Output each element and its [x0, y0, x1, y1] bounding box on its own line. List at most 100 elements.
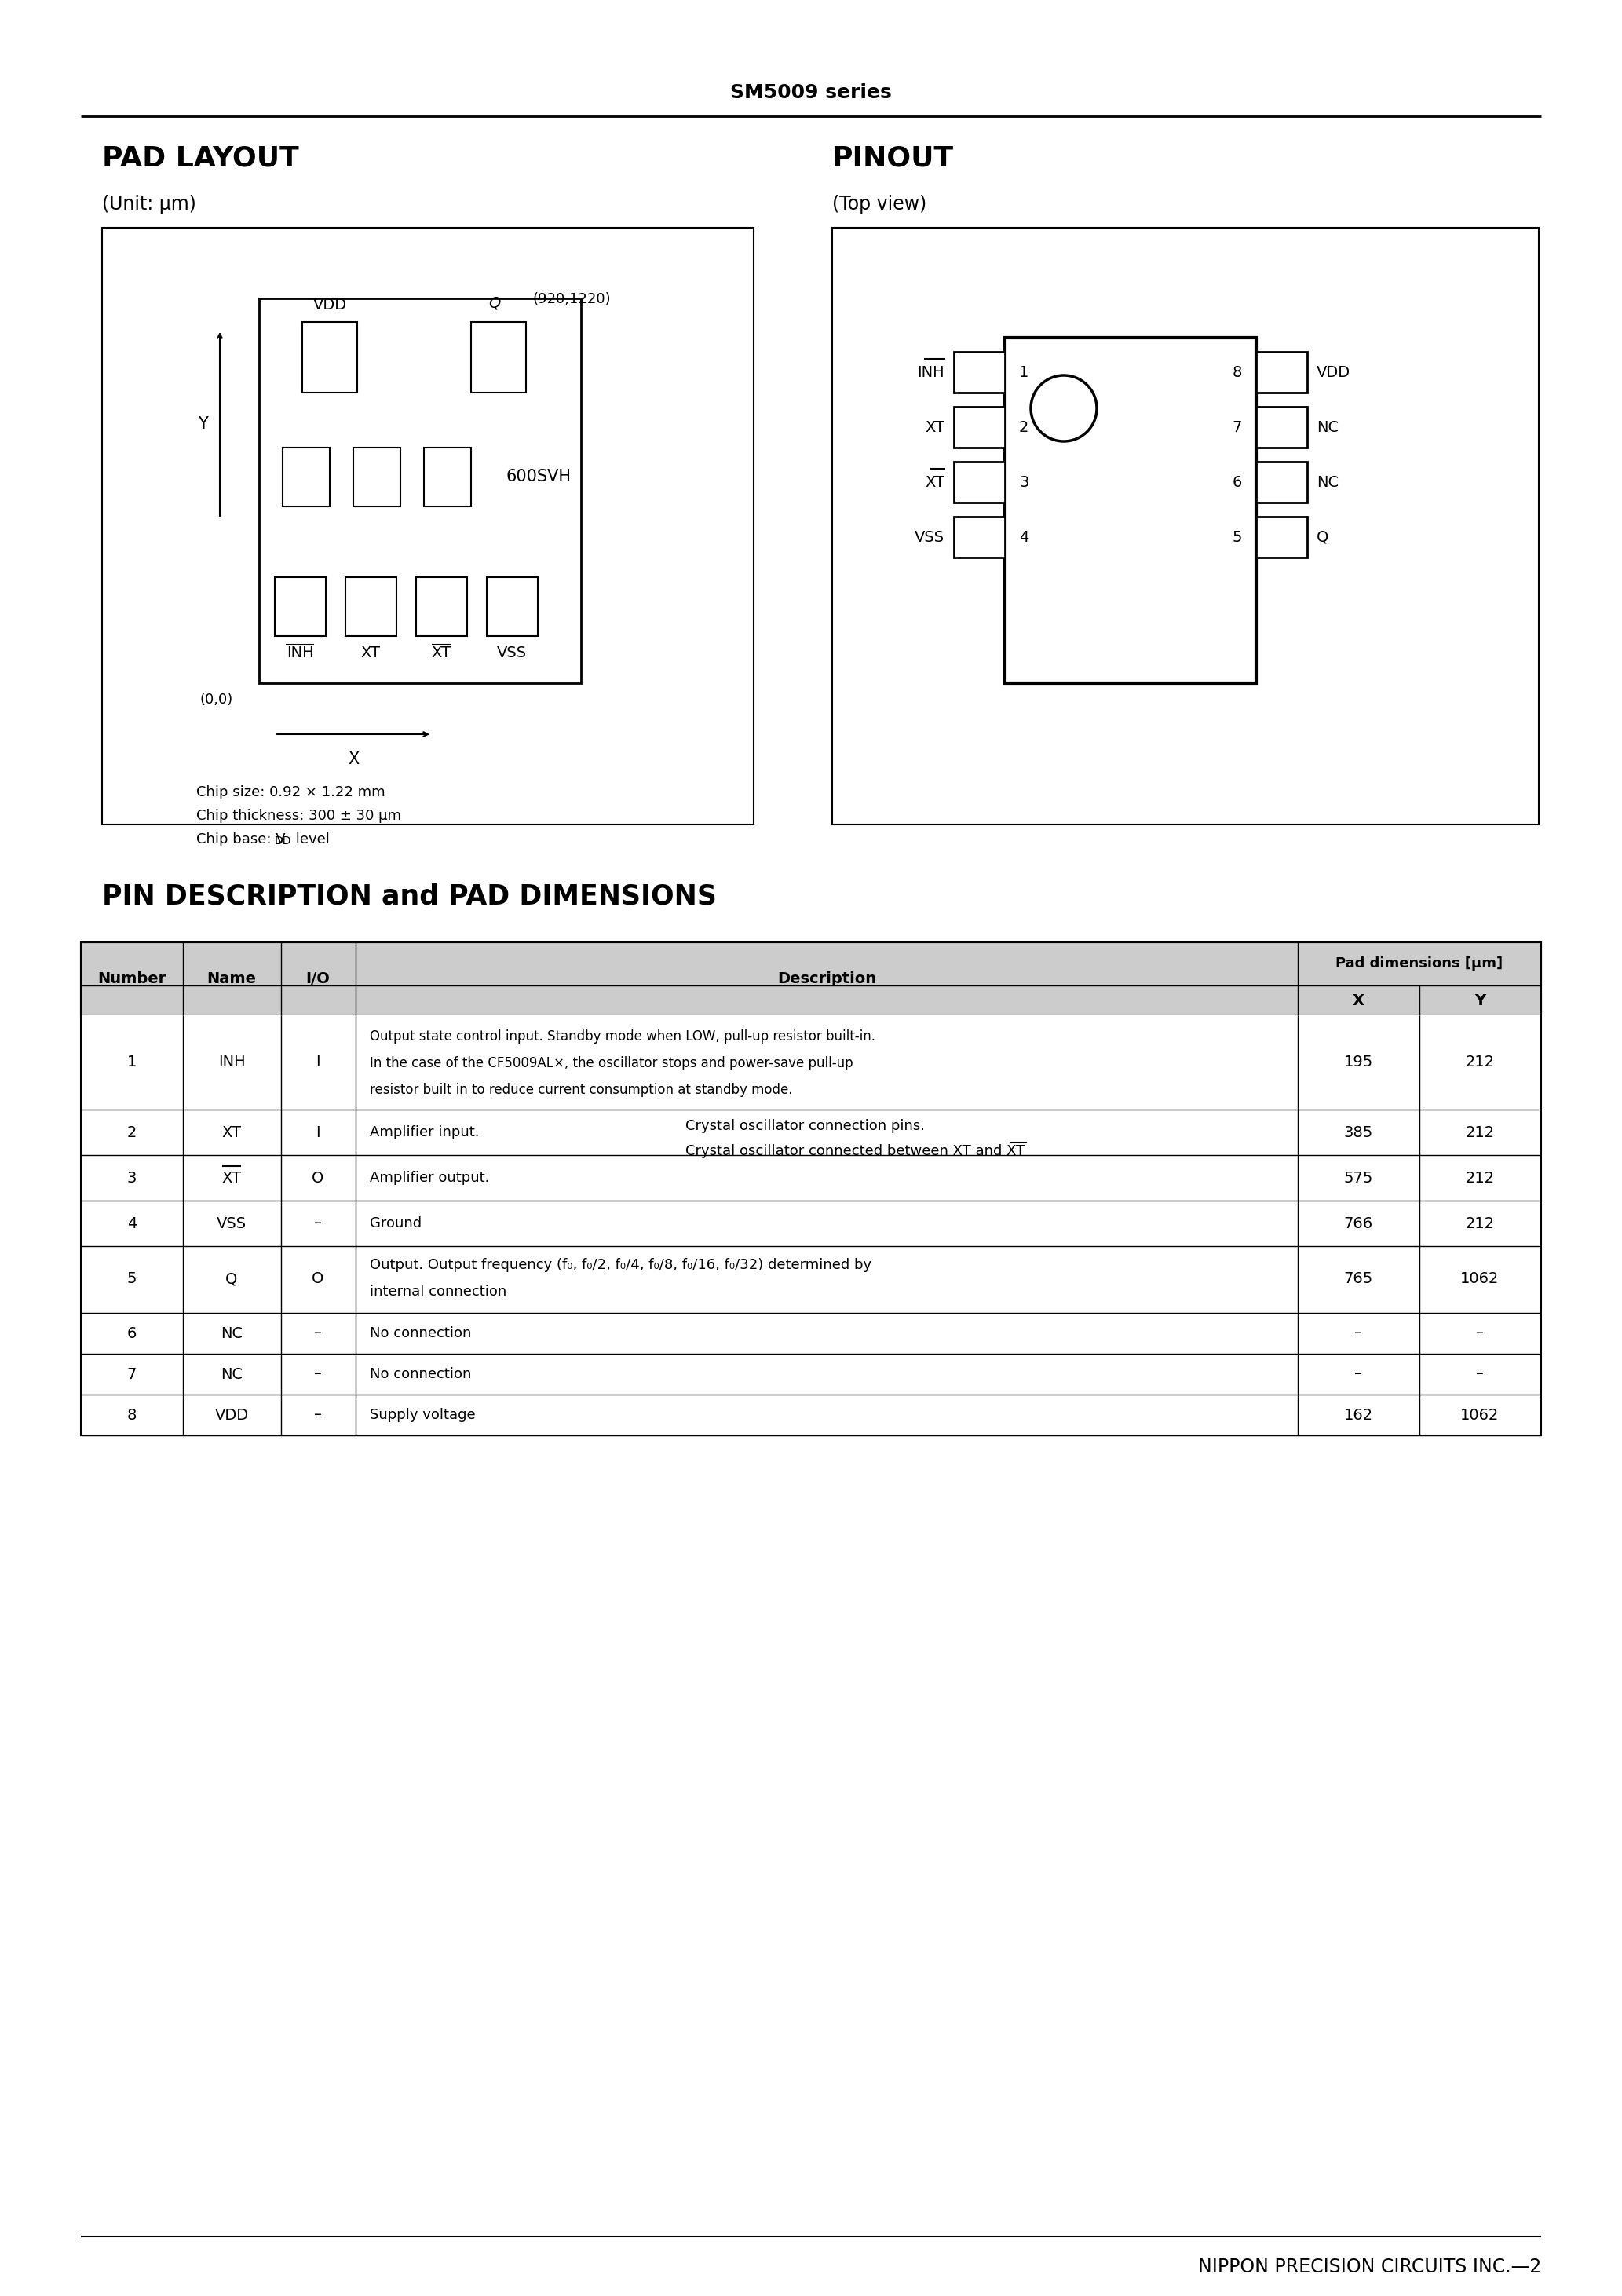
Text: XT: XT: [431, 645, 451, 661]
Text: (Unit: μm): (Unit: μm): [102, 195, 196, 214]
Bar: [102, 227, 754, 824]
Text: PIN DESCRIPTION and PAD DIMENSIONS: PIN DESCRIPTION and PAD DIMENSIONS: [102, 884, 717, 909]
Text: Pad dimensions [μm]: Pad dimensions [μm]: [1337, 957, 1504, 971]
Text: XT: XT: [360, 645, 381, 661]
Text: INH: INH: [287, 645, 313, 661]
Text: Chip size: 0.92 × 1.22 mm: Chip size: 0.92 × 1.22 mm: [196, 785, 384, 799]
Bar: [832, 227, 1539, 824]
Bar: [954, 351, 1006, 393]
Bar: [423, 448, 470, 507]
Bar: [302, 321, 357, 393]
Text: X: X: [347, 751, 358, 767]
Bar: [470, 321, 526, 393]
Text: NC: NC: [221, 1366, 243, 1382]
Text: 8: 8: [1233, 365, 1242, 379]
Text: VSS: VSS: [496, 645, 527, 661]
Text: 1: 1: [127, 1054, 136, 1070]
Text: Description: Description: [777, 971, 876, 985]
Bar: [81, 1109, 1541, 1155]
Text: 3: 3: [1019, 475, 1028, 489]
Text: level: level: [292, 833, 329, 847]
Text: Output. Output frequency (f₀, f₀/2, f₀/4, f₀/8, f₀/16, f₀/32) determined by: Output. Output frequency (f₀, f₀/2, f₀/4…: [370, 1258, 871, 1272]
Text: 6: 6: [1233, 475, 1242, 489]
Text: 7: 7: [127, 1366, 136, 1382]
Text: 1: 1: [1019, 365, 1028, 379]
Text: 195: 195: [1343, 1054, 1372, 1070]
Bar: [1255, 461, 1307, 503]
Circle shape: [1032, 374, 1096, 441]
Text: Y: Y: [1474, 992, 1486, 1008]
Text: NC: NC: [1317, 420, 1338, 434]
Text: Amplifier input.: Amplifier input.: [370, 1125, 478, 1139]
Text: –: –: [315, 1407, 321, 1424]
Text: 2: 2: [1019, 420, 1028, 434]
Bar: [417, 576, 467, 636]
Text: 6: 6: [127, 1325, 136, 1341]
Text: VDD: VDD: [1317, 365, 1351, 379]
Bar: [954, 517, 1006, 558]
Bar: [487, 576, 539, 636]
Bar: [1006, 338, 1255, 684]
Text: resistor built in to reduce current consumption at standby mode.: resistor built in to reduce current cons…: [370, 1084, 793, 1097]
Text: –: –: [1354, 1325, 1362, 1341]
Text: O: O: [311, 1171, 324, 1185]
Text: PAD LAYOUT: PAD LAYOUT: [102, 145, 298, 172]
Bar: [81, 1355, 1541, 1394]
Text: I/O: I/O: [307, 971, 331, 985]
Bar: [954, 461, 1006, 503]
Text: No connection: No connection: [370, 1366, 472, 1382]
Text: 8: 8: [127, 1407, 136, 1424]
Bar: [81, 941, 1541, 1435]
Bar: [81, 941, 1541, 1015]
Text: Chip base: V: Chip base: V: [196, 833, 285, 847]
Text: (0,0): (0,0): [200, 693, 234, 707]
Bar: [81, 1155, 1541, 1201]
Text: –: –: [315, 1325, 321, 1341]
Text: 3: 3: [127, 1171, 136, 1185]
Text: NC: NC: [1317, 475, 1338, 489]
Text: XT: XT: [222, 1171, 242, 1185]
Text: Crystal oscillator connected between XT and XT: Crystal oscillator connected between XT …: [686, 1143, 1025, 1157]
Text: –: –: [315, 1366, 321, 1382]
Text: –: –: [1354, 1366, 1362, 1382]
Text: internal connection: internal connection: [370, 1286, 506, 1300]
Text: VSS: VSS: [915, 530, 944, 544]
Text: 212: 212: [1465, 1054, 1494, 1070]
Text: 4: 4: [1019, 530, 1028, 544]
Bar: [282, 448, 329, 507]
Text: Y: Y: [198, 416, 208, 432]
Bar: [345, 576, 396, 636]
Text: I: I: [316, 1054, 320, 1070]
Text: 4: 4: [127, 1217, 136, 1231]
Text: Output state control input. Standby mode when LOW, pull-up resistor built-in.: Output state control input. Standby mode…: [370, 1029, 876, 1045]
Text: 385: 385: [1343, 1125, 1372, 1139]
Text: 5: 5: [127, 1272, 136, 1286]
Text: 212: 212: [1465, 1171, 1494, 1185]
Text: PINOUT: PINOUT: [832, 145, 954, 172]
Text: 1062: 1062: [1460, 1407, 1499, 1424]
Bar: [81, 941, 1541, 1015]
Text: NIPPON PRECISION CIRCUITS INC.—2: NIPPON PRECISION CIRCUITS INC.—2: [1199, 2257, 1541, 2275]
Text: SM5009 series: SM5009 series: [730, 83, 892, 101]
Text: (920,1220): (920,1220): [532, 292, 610, 305]
Bar: [1255, 517, 1307, 558]
Text: XT: XT: [925, 420, 944, 434]
Text: 766: 766: [1343, 1217, 1372, 1231]
Text: NC: NC: [221, 1325, 243, 1341]
Text: Crystal oscillator connection pins.: Crystal oscillator connection pins.: [686, 1118, 925, 1134]
Bar: [1255, 406, 1307, 448]
Text: DD: DD: [274, 836, 292, 847]
Bar: [81, 1247, 1541, 1313]
Text: 162: 162: [1343, 1407, 1372, 1424]
Text: 7: 7: [1233, 420, 1242, 434]
Text: –: –: [1476, 1325, 1484, 1341]
Text: I: I: [316, 1125, 320, 1139]
Text: VSS: VSS: [217, 1217, 247, 1231]
Text: VDD: VDD: [313, 298, 347, 312]
Text: –: –: [315, 1217, 321, 1231]
Bar: [81, 1394, 1541, 1435]
Bar: [954, 406, 1006, 448]
Bar: [354, 448, 401, 507]
Text: 600SVH: 600SVH: [506, 468, 571, 484]
Bar: [81, 1201, 1541, 1247]
